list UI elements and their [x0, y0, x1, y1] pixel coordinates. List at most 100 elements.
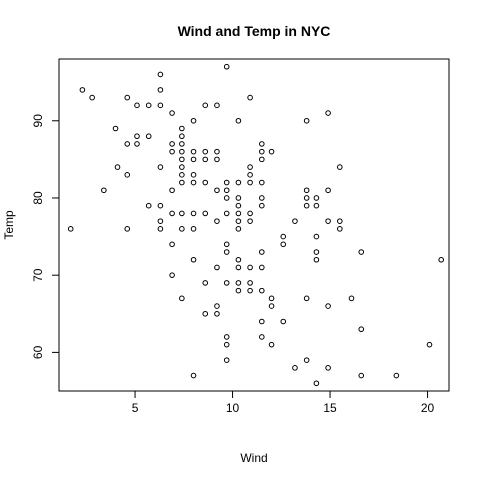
data-point: [259, 156, 265, 163]
data-point: [235, 287, 242, 294]
y-tick-label: 60: [31, 345, 45, 359]
data-point: [169, 210, 175, 217]
data-point: [223, 195, 230, 201]
data-point: [112, 125, 119, 132]
data-point: [247, 287, 253, 294]
data-point: [223, 187, 230, 194]
data-point: [169, 148, 175, 155]
data-point: [190, 372, 197, 379]
data-point: [214, 218, 220, 224]
data-point: [179, 133, 185, 140]
data-point: [235, 210, 242, 217]
data-point: [438, 256, 445, 263]
data-point: [268, 148, 275, 155]
data-point: [190, 148, 197, 155]
data-point: [202, 102, 209, 109]
data-point: [145, 202, 152, 209]
data-point: [179, 141, 185, 147]
data-point: [358, 372, 365, 379]
data-point: [179, 210, 185, 217]
y-tick-label: 70: [31, 268, 45, 282]
data-point: [247, 94, 253, 101]
data-point: [157, 218, 164, 224]
data-point: [247, 210, 253, 217]
data-point: [325, 110, 331, 116]
data-point: [247, 179, 253, 186]
data-point: [223, 280, 230, 286]
x-axis: 5 10 15 20: [132, 391, 435, 415]
data-point: [190, 172, 197, 178]
plot-frame: [58, 58, 450, 392]
data-point: [280, 318, 287, 325]
data-point: [259, 318, 265, 325]
data-point: [134, 133, 140, 140]
data-point: [426, 341, 433, 348]
data-point: [247, 218, 253, 224]
data-point: [325, 218, 331, 224]
data-point: [134, 102, 140, 109]
data-point: [179, 125, 185, 132]
data-point: [235, 179, 242, 186]
data-point: [223, 210, 230, 217]
data-point: [337, 164, 343, 170]
data-point: [313, 380, 320, 387]
data-point: [190, 256, 197, 263]
data-point: [190, 226, 197, 232]
data-point: [358, 326, 365, 333]
data-point: [235, 218, 242, 224]
y-tick-label: 90: [31, 114, 45, 128]
data-point: [169, 241, 175, 248]
data-point: [247, 264, 253, 271]
data-point: [259, 195, 265, 201]
chart-title: Wind and Temp in NYC: [178, 23, 331, 39]
data-point: [325, 187, 331, 194]
data-point: [235, 195, 242, 201]
x-tick-label: 10: [226, 401, 240, 415]
data-point: [235, 264, 242, 271]
data-point: [157, 164, 164, 170]
data-point: [202, 148, 209, 155]
data-point: [358, 249, 365, 255]
data-point: [292, 218, 298, 224]
data-point: [348, 295, 355, 302]
data-point: [325, 365, 331, 371]
data-point: [259, 287, 265, 294]
data-point: [303, 117, 310, 124]
data-point: [202, 179, 209, 186]
data-point: [303, 195, 310, 201]
data-point: [268, 341, 275, 348]
data-point: [124, 226, 131, 232]
data-point: [235, 202, 242, 209]
data-point: [157, 71, 164, 78]
data-point: [313, 249, 320, 255]
data-point: [169, 141, 175, 147]
x-tick-label: 5: [132, 401, 139, 415]
data-point: [179, 179, 185, 186]
data-point: [124, 141, 131, 147]
data-point: [214, 187, 220, 194]
data-point: [202, 280, 209, 286]
x-axis-label: Wind: [240, 451, 267, 465]
data-point: [202, 310, 209, 317]
data-point: [280, 233, 287, 240]
data-point: [179, 148, 185, 155]
data-point: [268, 303, 275, 309]
data-point: [313, 195, 320, 201]
data-point: [268, 295, 275, 302]
data-point: [280, 241, 287, 248]
data-point: [313, 233, 320, 240]
data-point: [214, 303, 220, 309]
data-point: [223, 357, 230, 363]
data-point: [179, 164, 185, 170]
data-point: [247, 172, 253, 178]
data-point: [259, 264, 265, 271]
data-point: [259, 141, 265, 147]
data-point: [101, 187, 107, 194]
points-layer: [67, 63, 445, 387]
data-point: [303, 187, 310, 194]
data-point: [313, 202, 320, 209]
data-point: [67, 226, 74, 232]
data-point: [303, 202, 310, 209]
